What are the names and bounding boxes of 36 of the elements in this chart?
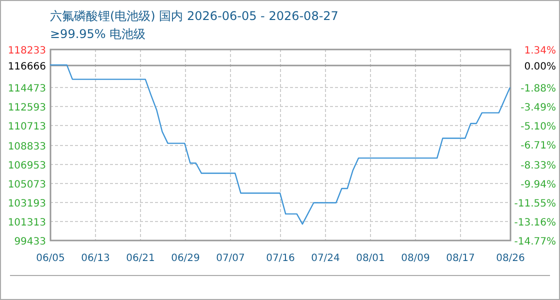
x-tick-label: 08/09 <box>401 253 430 264</box>
y-tick-label: 110713 <box>8 122 46 132</box>
y2-tick-label: 1.34% <box>524 46 556 56</box>
y2-tick-label: -11.55% <box>514 198 556 210</box>
y-tick-label: 112593 <box>8 102 46 114</box>
y2-tick-label: -13.16% <box>514 218 556 228</box>
y-tick-label: 116666 <box>8 62 46 72</box>
x-tick-label: 08/01 <box>356 253 385 264</box>
chart-title: 六氟磷酸锂(电池级) 国内 2026-06-05 - 2026-08-27 <box>50 9 338 23</box>
line-series <box>49 64 511 225</box>
y2-tick-label: -3.49% <box>520 102 556 114</box>
y-tick-label: 103193 <box>8 198 46 210</box>
x-tick-label: 07/07 <box>216 253 245 264</box>
y-tick-label: 101313 <box>8 218 46 228</box>
y-tick-label: 105073 <box>8 180 46 190</box>
y-tick-label: 118233 <box>8 46 46 56</box>
y2-tick-label: -5.10% <box>520 122 556 132</box>
y2-tick-label: -6.71% <box>520 140 556 152</box>
x-tick-label: 08/26 <box>496 253 525 264</box>
y2-tick-label: -1.88% <box>520 84 556 94</box>
x-tick-label: 06/13 <box>81 253 110 264</box>
y-tick-label: 106953 <box>8 160 46 172</box>
x-tick-label: 06/05 <box>36 253 65 264</box>
chart-subtitle: ≥99.95% 电池级 <box>50 27 146 41</box>
y2-tick-label: -9.94% <box>520 180 556 190</box>
y-tick-label: 108833 <box>8 142 46 152</box>
x-tick-label: 08/17 <box>446 253 475 264</box>
x-tick-label: 07/16 <box>266 253 295 264</box>
x-tick-label: 06/21 <box>126 253 155 264</box>
y2-tick-label: -8.33% <box>520 160 556 172</box>
y2-tick-label: -14.77% <box>514 236 556 248</box>
y-tick-label: 114473 <box>8 84 46 94</box>
y2-tick-label: 0.00% <box>524 62 556 72</box>
x-tick-label: 06/29 <box>171 253 200 264</box>
y-tick-label: 99433 <box>14 236 46 248</box>
x-tick-label: 07/24 <box>311 253 340 264</box>
